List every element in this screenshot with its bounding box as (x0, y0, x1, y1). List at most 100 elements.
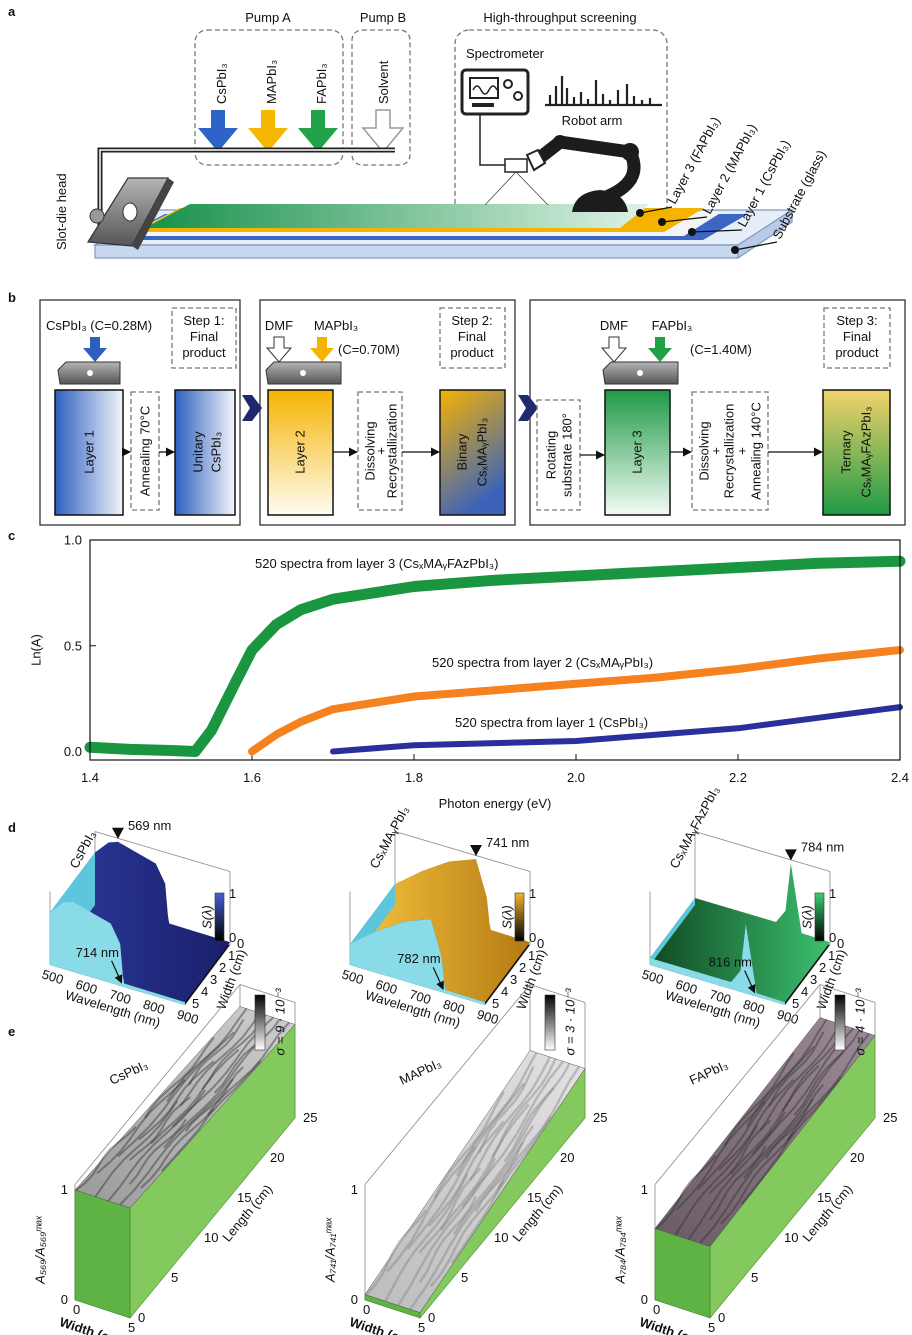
map-texture (491, 1058, 557, 1159)
map-texture (759, 1023, 841, 1132)
tick-label: 0 (428, 1310, 435, 1325)
concentration-label: (C=0.70M) (338, 342, 400, 357)
step-text: Final (190, 329, 218, 344)
sigma-label: σ = 3 · 10⁻³ (563, 988, 578, 1056)
map-texture (128, 1096, 191, 1162)
map-texture (477, 1065, 535, 1154)
map-texture (418, 1167, 482, 1254)
process-text: Recrystallization (722, 404, 737, 499)
map-texture (397, 1157, 497, 1307)
colorbar (544, 994, 556, 1051)
map-surface (364, 1050, 586, 1313)
tick-label: 4 (501, 984, 508, 999)
box-edge (819, 984, 876, 1003)
colorbar-tick: 1 (229, 886, 236, 901)
tick-label: 15 (527, 1190, 541, 1205)
map-texture (384, 1173, 469, 1302)
panel-label: a (8, 4, 16, 19)
peak-marker (470, 845, 482, 856)
tick-label: 4 (801, 984, 808, 999)
process-text: CsₓMAᵧPbI₃ (475, 418, 490, 487)
map-texture (144, 1036, 215, 1119)
tick-label: 600 (674, 977, 699, 998)
panel-label: e (8, 1024, 15, 1039)
edge-arrow (111, 960, 123, 984)
map-texture (503, 1062, 571, 1163)
tick-label: 1 (228, 948, 235, 963)
y-axis-label: Ln(A) (29, 634, 44, 666)
process-text: Dissolving (363, 421, 378, 480)
spectrometer-label: Spectrometer (466, 46, 545, 61)
panel-a-schematic (86, 29, 795, 260)
map-texture (96, 1078, 186, 1175)
process-text: Annealing 70°C (138, 406, 153, 497)
map-texture (439, 1103, 530, 1231)
axis-label: A₇₄₁/A₇₄₁ᵐᵃˣ (323, 1217, 338, 1283)
map-surface (654, 1017, 876, 1247)
x-tick-label: 1.8 (405, 770, 423, 785)
tick-label: 700 (408, 987, 433, 1008)
colorbar-tick: 1 (829, 886, 836, 901)
precursor-label: MAPbI₃ (264, 60, 279, 104)
tick-label: 5 (792, 996, 799, 1011)
map-texture (117, 1031, 235, 1158)
surface-front (350, 919, 485, 1005)
map-texture (720, 1131, 795, 1225)
solvent-label: DMF (600, 318, 628, 333)
tick-label: 800 (141, 997, 166, 1018)
tick-label: 0 (837, 936, 844, 951)
map-texture (213, 1018, 281, 1094)
y-tick-label: 0.5 (64, 638, 82, 653)
tick-label: 500 (640, 967, 665, 988)
tick-label: 900 (175, 1007, 200, 1028)
axis-label: A₅₆₉/A₅₆₉ᵐᵃˣ (33, 1216, 48, 1285)
tick-label: 5 (192, 996, 199, 1011)
tick-label: 0 (718, 1310, 725, 1325)
x-tick-label: 1.6 (243, 770, 261, 785)
tick-label: 0 (537, 936, 544, 951)
x-tick-label: 2.2 (729, 770, 747, 785)
series-annotation: 520 spectra from layer 1 (CsPbI₃) (455, 715, 648, 730)
map-texture (746, 1019, 828, 1127)
tick-label: 700 (108, 987, 133, 1008)
step-text: Final (843, 329, 871, 344)
map-texture (430, 1180, 505, 1288)
peak-marker (784, 849, 797, 861)
map-texture (386, 1145, 476, 1273)
step-text: Step 3: (836, 313, 877, 328)
tick-label: 0 (653, 1302, 660, 1317)
tick-label: 700 (708, 987, 733, 1008)
peak-label: 569 nm (128, 818, 171, 833)
map-texture (708, 1119, 771, 1195)
peak-label: 784 nm (801, 839, 844, 854)
axis-label: Width (cm) (348, 1314, 416, 1335)
y-tick-label: 0.0 (64, 744, 82, 759)
edge-label: 714 nm (76, 945, 119, 960)
process-text: CsₓMAᵧFAzPbI₃ (859, 406, 874, 497)
x-tick-label: 1.4 (81, 770, 99, 785)
tick-label: 15 (817, 1190, 831, 1205)
map-texture (75, 1126, 137, 1192)
tick-label: 3 (810, 972, 817, 987)
step-text: Step 2: (451, 313, 492, 328)
map-texture (140, 1107, 215, 1189)
map-texture (150, 1048, 240, 1145)
map-texture (708, 1145, 767, 1221)
tick-label: 0 (351, 1292, 358, 1307)
map-texture (718, 1078, 795, 1171)
box-edge (529, 984, 586, 1003)
box-edge (394, 831, 531, 872)
solvent-label: DMF (265, 318, 293, 333)
series-annotation: 520 spectra from layer 2 (CsₓMAᵧPbI₃) (432, 655, 653, 670)
tick-label: 5 (128, 1320, 135, 1335)
spectra-band (248, 646, 904, 756)
precursor-label: FAPbI₃ (652, 318, 693, 333)
box-edge (74, 984, 241, 1185)
axis-label: A₇₈₄/A₇₈₄ᵐᵃˣ (613, 1216, 628, 1285)
tick-label: 0 (363, 1302, 370, 1317)
map-texture (697, 1045, 815, 1191)
tick-label: 800 (441, 997, 466, 1018)
colorbar-tick: 0 (229, 930, 236, 945)
tick-label: 1 (528, 948, 535, 963)
